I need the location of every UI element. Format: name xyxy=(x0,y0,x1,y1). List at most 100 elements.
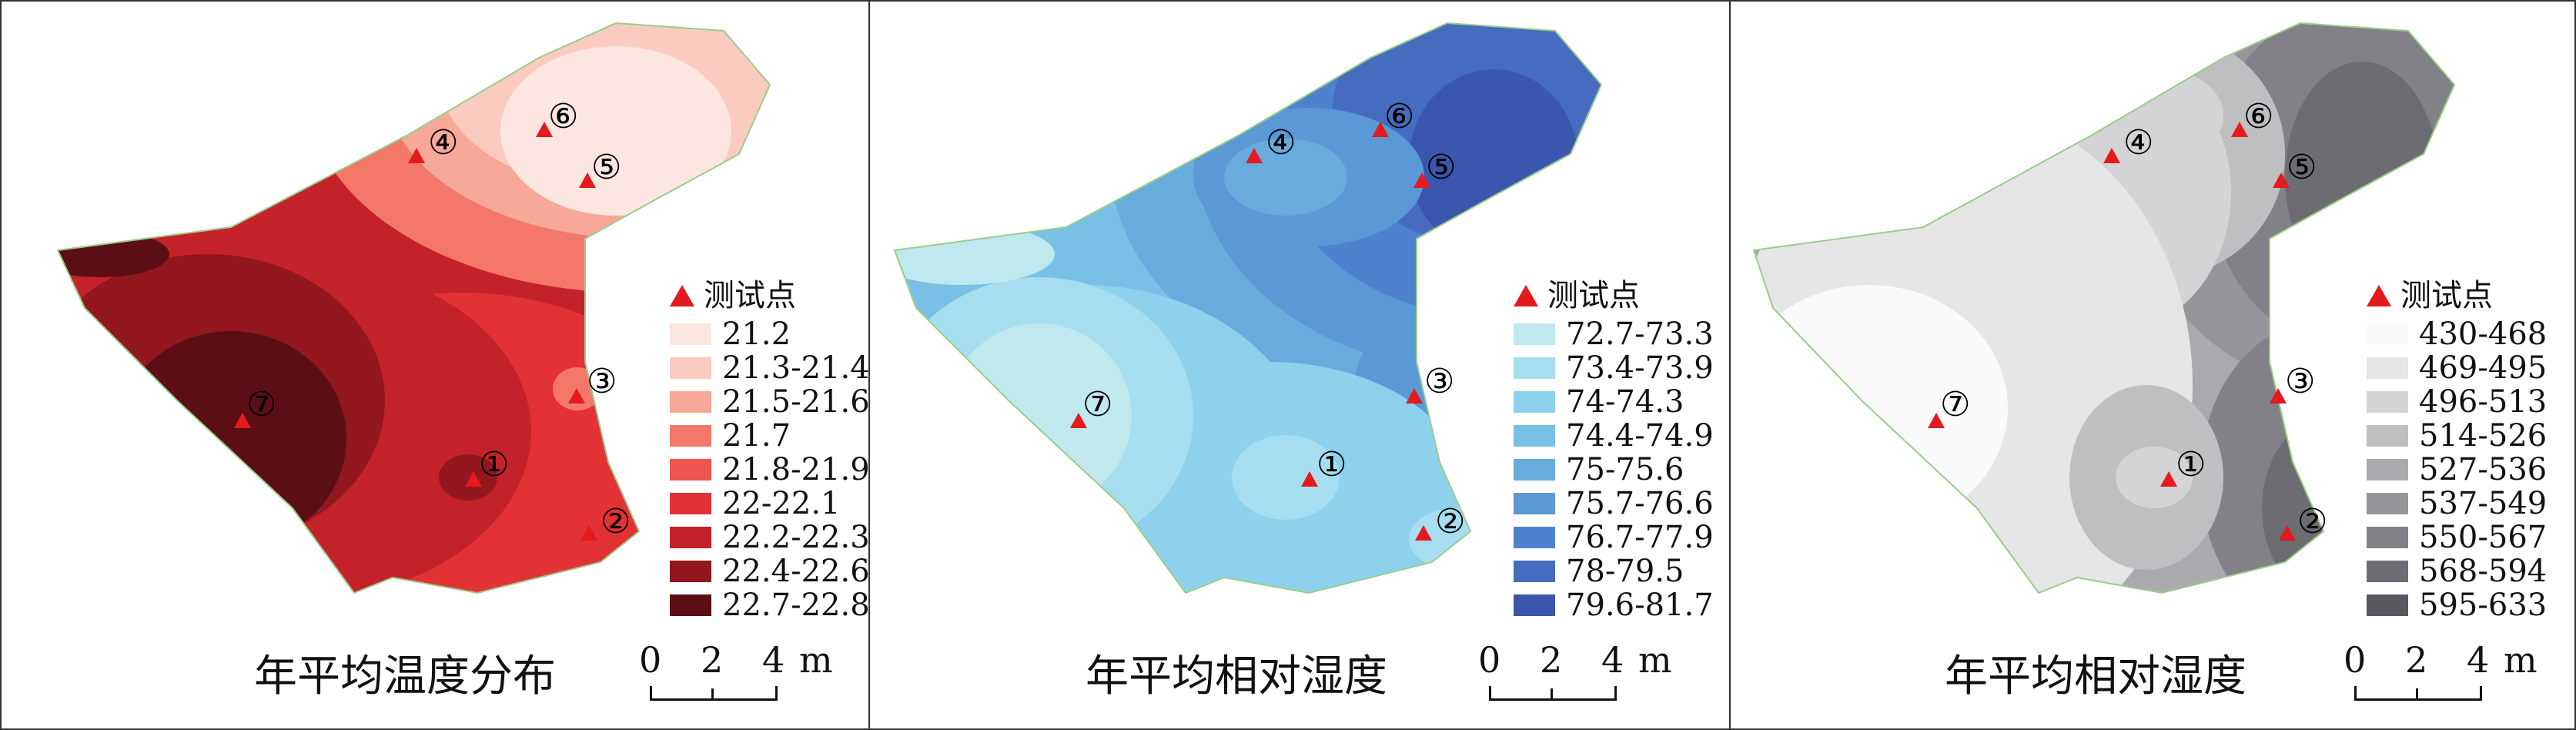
scale-unit: m xyxy=(2504,639,2538,681)
scale-label-2: 2 xyxy=(701,639,724,681)
scale-label-2: 2 xyxy=(2405,639,2428,681)
panel-frame xyxy=(0,0,870,730)
legend-item: 75-75.6 xyxy=(1514,453,1714,487)
legend-title: 测试点 xyxy=(1514,277,1714,314)
legend-swatch xyxy=(2367,561,2408,582)
scale-label-4: 4 xyxy=(762,639,785,681)
point-label-3: ③ xyxy=(587,362,617,401)
point-marker-4 xyxy=(1246,148,1272,163)
legend-item: 21.7 xyxy=(670,419,870,453)
legend-swatch xyxy=(2367,425,2408,447)
point-marker-3 xyxy=(568,388,594,404)
scale-line xyxy=(650,686,778,701)
legend-swatch xyxy=(670,527,711,548)
scale-tick xyxy=(711,688,714,701)
point-marker-3 xyxy=(2270,388,2296,404)
legend-label: 76.7-77.9 xyxy=(1566,520,1714,555)
legend-temperature: 测试点 21.2 21.3-21.4 21.5-21.6 21.7 21.8-2… xyxy=(670,277,870,622)
scale-label-0: 0 xyxy=(1478,639,1501,681)
legend-item: 514-526 xyxy=(2367,419,2547,453)
legend-item: 21.2 xyxy=(670,317,870,351)
legend-label: 22.7-22.8 xyxy=(722,588,870,623)
legend-item: 469-495 xyxy=(2367,351,2547,385)
point-label-2: ② xyxy=(601,502,631,541)
legend-item: 568-594 xyxy=(2367,554,2547,588)
point-marker-1 xyxy=(2160,471,2186,487)
legend-item: 22-22.1 xyxy=(670,487,870,521)
legend-item: 496-513 xyxy=(2367,385,2547,419)
legend-item: 79.6-81.7 xyxy=(1514,588,1714,622)
legend-label: 73.4-73.9 xyxy=(1566,350,1714,386)
point-label-5: ⑤ xyxy=(591,148,622,187)
legend-swatch xyxy=(1514,493,1555,514)
scale-line xyxy=(1489,686,1617,701)
point-label-1: ① xyxy=(1316,445,1347,484)
legend-label: 21.7 xyxy=(722,418,791,454)
scale-bar: 0 2 4 m xyxy=(1478,639,1678,708)
legend-title-text: 测试点 xyxy=(2400,278,2493,313)
legend-swatch xyxy=(2367,391,2408,413)
point-label-3: ③ xyxy=(1424,362,1455,401)
point-marker-6 xyxy=(1372,122,1398,137)
point-label-2: ② xyxy=(2297,502,2328,541)
legend-item: 76.7-77.9 xyxy=(1514,521,1714,554)
point-label-4: ④ xyxy=(1266,123,1296,162)
legend-item: 537-549 xyxy=(2367,487,2547,521)
point-marker-1 xyxy=(465,471,491,487)
legend-item: 21.5-21.6 xyxy=(670,385,870,419)
legend-label: 496-513 xyxy=(2419,384,2548,420)
temperature-map xyxy=(56,22,771,594)
point-label-5: ⑤ xyxy=(1426,148,1457,187)
legend-label: 430-468 xyxy=(2419,316,2548,352)
panel-title: 年平均温度分布 xyxy=(254,651,556,702)
legend-title: 测试点 xyxy=(2367,277,2547,314)
legend-swatch xyxy=(670,425,711,447)
legend-swatch xyxy=(1514,459,1555,481)
legend-label: 537-549 xyxy=(2419,486,2548,521)
legend-title-text: 测试点 xyxy=(704,278,796,313)
legend-item: 78-79.5 xyxy=(1514,554,1714,588)
legend-swatch xyxy=(2367,357,2408,379)
legend-item: 22.4-22.6 xyxy=(670,554,870,588)
legend-item: 74.4-74.9 xyxy=(1514,419,1714,453)
point-label-7: ⑦ xyxy=(1082,385,1113,424)
legend-swatch xyxy=(1514,391,1555,413)
legend-title-text: 测试点 xyxy=(1547,278,1640,313)
point-label-4: ④ xyxy=(428,123,459,162)
panel-frame xyxy=(870,0,1731,730)
point-label-5: ⑤ xyxy=(2287,148,2317,187)
legend-item: 75.7-76.6 xyxy=(1514,487,1714,521)
grey-map xyxy=(1752,22,2456,594)
panel-title: 年平均相对湿度 xyxy=(1945,651,2246,702)
legend-swatch xyxy=(670,493,711,514)
legend-label: 21.5-21.6 xyxy=(722,384,870,420)
legend-item: 72.7-73.3 xyxy=(1514,317,1714,351)
legend-item: 527-536 xyxy=(2367,453,2547,487)
legend-label: 78-79.5 xyxy=(1566,554,1684,589)
point-marker-5 xyxy=(1413,172,1440,188)
legend-label: 22.2-22.3 xyxy=(722,520,870,555)
legend-label: 79.6-81.7 xyxy=(1566,588,1714,623)
legend-item: 595-633 xyxy=(2367,588,2547,622)
scale-tick xyxy=(1551,688,1553,701)
legend-item: 22.7-22.8 xyxy=(670,588,870,622)
legend-label: 550-567 xyxy=(2419,520,2548,555)
legend-swatch xyxy=(670,391,711,413)
point-marker-5 xyxy=(579,172,605,188)
point-label-1: ① xyxy=(479,445,510,484)
legend-grey: 测试点 430-468 469-495 496-513 514-526 527-… xyxy=(2367,277,2547,622)
point-label-6: ⑥ xyxy=(548,97,579,136)
legend-label: 21.8-21.9 xyxy=(722,452,870,487)
legend-item: 74-74.3 xyxy=(1514,385,1714,419)
legend-swatch xyxy=(670,459,711,481)
scale-label-0: 0 xyxy=(639,639,662,681)
legend-swatch xyxy=(2367,594,2408,616)
legend-item: 73.4-73.9 xyxy=(1514,351,1714,385)
legend-label: 595-633 xyxy=(2419,588,2548,623)
point-marker-3 xyxy=(1406,388,1432,404)
triangle-icon xyxy=(670,285,694,306)
legend-item: 21.3-21.4 xyxy=(670,351,870,385)
point-label-2: ② xyxy=(1435,502,1466,541)
scale-label-2: 2 xyxy=(1540,639,1563,681)
point-label-1: ① xyxy=(2176,445,2206,484)
